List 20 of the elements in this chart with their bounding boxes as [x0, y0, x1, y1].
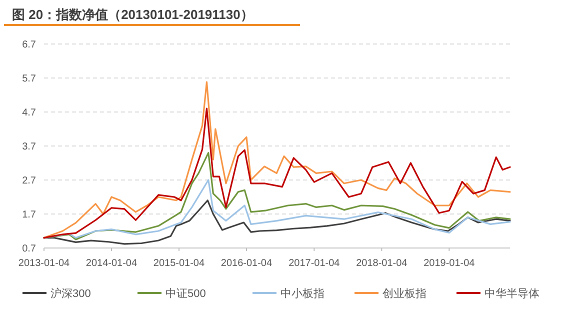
legend-label: 中证500	[166, 287, 206, 300]
y-tick-label: 4.7	[22, 108, 36, 118]
x-tick-label: 2013-01-04	[18, 258, 70, 269]
y-tick-label: 5.7	[22, 74, 36, 84]
x-tick-label: 2018-01-04	[356, 258, 408, 269]
title: 图 20：指数净值（20130101-20191130）	[12, 7, 254, 22]
y-tick-label: 1.7	[22, 210, 36, 220]
x-tick-label: 2016-01-04	[220, 258, 272, 269]
legend-label: 中小板指	[280, 287, 324, 300]
legend-label: 沪深300	[50, 287, 91, 300]
x-tick-label: 2017-01-04	[288, 258, 340, 269]
x-tick-label: 2015-01-04	[153, 258, 206, 269]
y-tick-label: 6.7	[22, 40, 36, 50]
y-tick-label: 3.7	[22, 142, 36, 152]
x-tick-label: 2019-01-04	[424, 258, 476, 269]
x-tick-label: 2014-01-04	[86, 258, 138, 269]
y-tick-label: 2.7	[22, 176, 36, 186]
legend-label: 创业板指	[382, 287, 426, 300]
y-tick-label: 0.7	[22, 244, 36, 254]
legend-label: 中华半导体	[484, 287, 540, 300]
